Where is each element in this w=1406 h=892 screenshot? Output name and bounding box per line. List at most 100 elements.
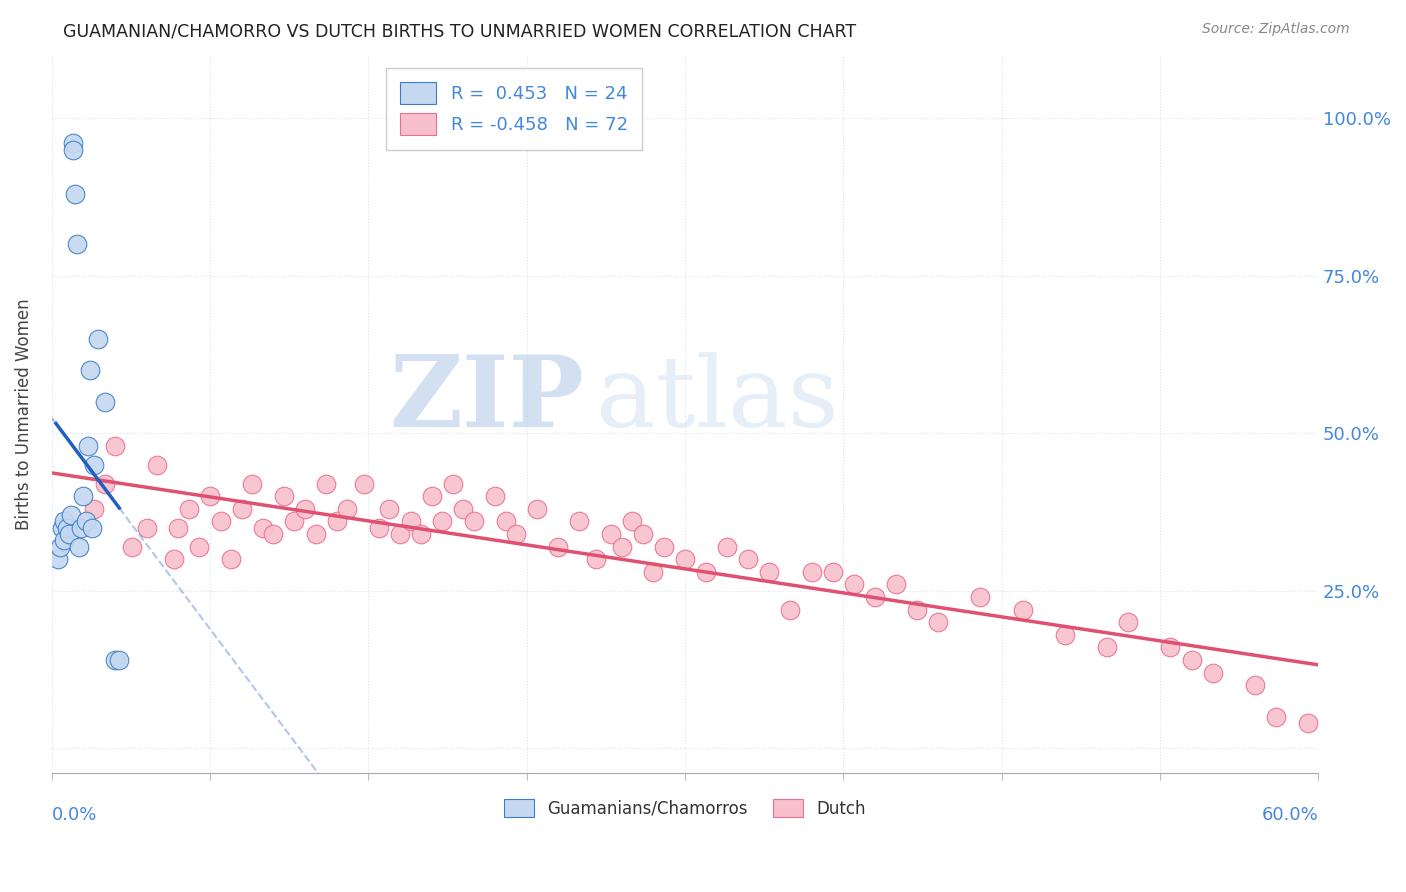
Point [325, 515, 347, 529]
Point [495, 515, 517, 529]
Point [1243, 678, 1265, 692]
Text: 0.0%: 0.0% [52, 806, 97, 824]
Point [927, 615, 949, 630]
Point [62, 136, 84, 151]
Point [600, 527, 623, 541]
Point [411, 527, 433, 541]
Point [1053, 628, 1076, 642]
Point [304, 527, 326, 541]
Point [652, 540, 675, 554]
Point [75, 515, 97, 529]
Point [104, 439, 127, 453]
Point [209, 515, 232, 529]
Point [610, 540, 633, 554]
Text: Source: ZipAtlas.com: Source: ZipAtlas.com [1202, 22, 1350, 37]
Point [252, 521, 274, 535]
Point [453, 501, 475, 516]
Point [367, 521, 389, 535]
Point [621, 515, 644, 529]
Point [505, 527, 527, 541]
Point [79, 363, 101, 377]
Point [231, 501, 253, 516]
Point [76, 439, 98, 453]
Point [59, 508, 82, 522]
Point [104, 653, 127, 667]
Point [1201, 665, 1223, 680]
Point [294, 501, 316, 516]
Point [49, 540, 72, 554]
Point [695, 565, 717, 579]
Point [1180, 653, 1202, 667]
Point [70, 521, 93, 535]
Point [198, 489, 221, 503]
Point [758, 565, 780, 579]
Point [631, 527, 654, 541]
Point [167, 521, 190, 535]
Point [80, 521, 103, 535]
Text: ZIP: ZIP [388, 351, 583, 449]
Point [526, 501, 548, 516]
Point [336, 501, 359, 516]
Point [62, 143, 84, 157]
Point [673, 552, 696, 566]
Point [905, 602, 928, 616]
Point [51, 521, 73, 535]
Point [315, 476, 337, 491]
Point [800, 565, 823, 579]
Point [53, 515, 76, 529]
Point [108, 653, 131, 667]
Point [55, 521, 77, 535]
Point [53, 533, 76, 548]
Point [842, 577, 865, 591]
Point [219, 552, 242, 566]
Point [1264, 710, 1286, 724]
Point [1296, 716, 1319, 731]
Point [273, 489, 295, 503]
Point [121, 540, 143, 554]
Point [46, 552, 69, 566]
Point [863, 590, 886, 604]
Point [643, 565, 665, 579]
Point [177, 501, 200, 516]
Point [484, 489, 506, 503]
Point [188, 540, 211, 554]
Point [262, 527, 284, 541]
Point [58, 527, 80, 541]
Text: 60.0%: 60.0% [1261, 806, 1319, 824]
Point [66, 237, 89, 252]
Point [884, 577, 907, 591]
Text: atlas: atlas [596, 352, 839, 448]
Point [716, 540, 738, 554]
Point [72, 489, 94, 503]
Point [283, 515, 305, 529]
Point [67, 540, 90, 554]
Point [240, 476, 263, 491]
Point [779, 602, 801, 616]
Point [83, 458, 105, 472]
Point [821, 565, 844, 579]
Point [585, 552, 607, 566]
Point [463, 515, 485, 529]
Y-axis label: Births to Unmarried Women: Births to Unmarried Women [15, 299, 32, 530]
Point [83, 501, 105, 516]
Point [420, 489, 443, 503]
Point [146, 458, 169, 472]
Legend: Guamanians/Chamorros, Dutch: Guamanians/Chamorros, Dutch [496, 791, 875, 826]
Point [1159, 640, 1181, 655]
Point [432, 515, 454, 529]
Point [1116, 615, 1139, 630]
Point [1011, 602, 1033, 616]
Point [63, 186, 86, 201]
Point [1095, 640, 1118, 655]
Point [93, 394, 115, 409]
Point [547, 540, 569, 554]
Point [93, 476, 115, 491]
Text: GUAMANIAN/CHAMORRO VS DUTCH BIRTHS TO UNMARRIED WOMEN CORRELATION CHART: GUAMANIAN/CHAMORRO VS DUTCH BIRTHS TO UN… [63, 22, 856, 40]
Point [388, 527, 411, 541]
Point [441, 476, 464, 491]
Point [353, 476, 375, 491]
Point [969, 590, 991, 604]
Point [399, 515, 422, 529]
Point [378, 501, 401, 516]
Point [135, 521, 157, 535]
